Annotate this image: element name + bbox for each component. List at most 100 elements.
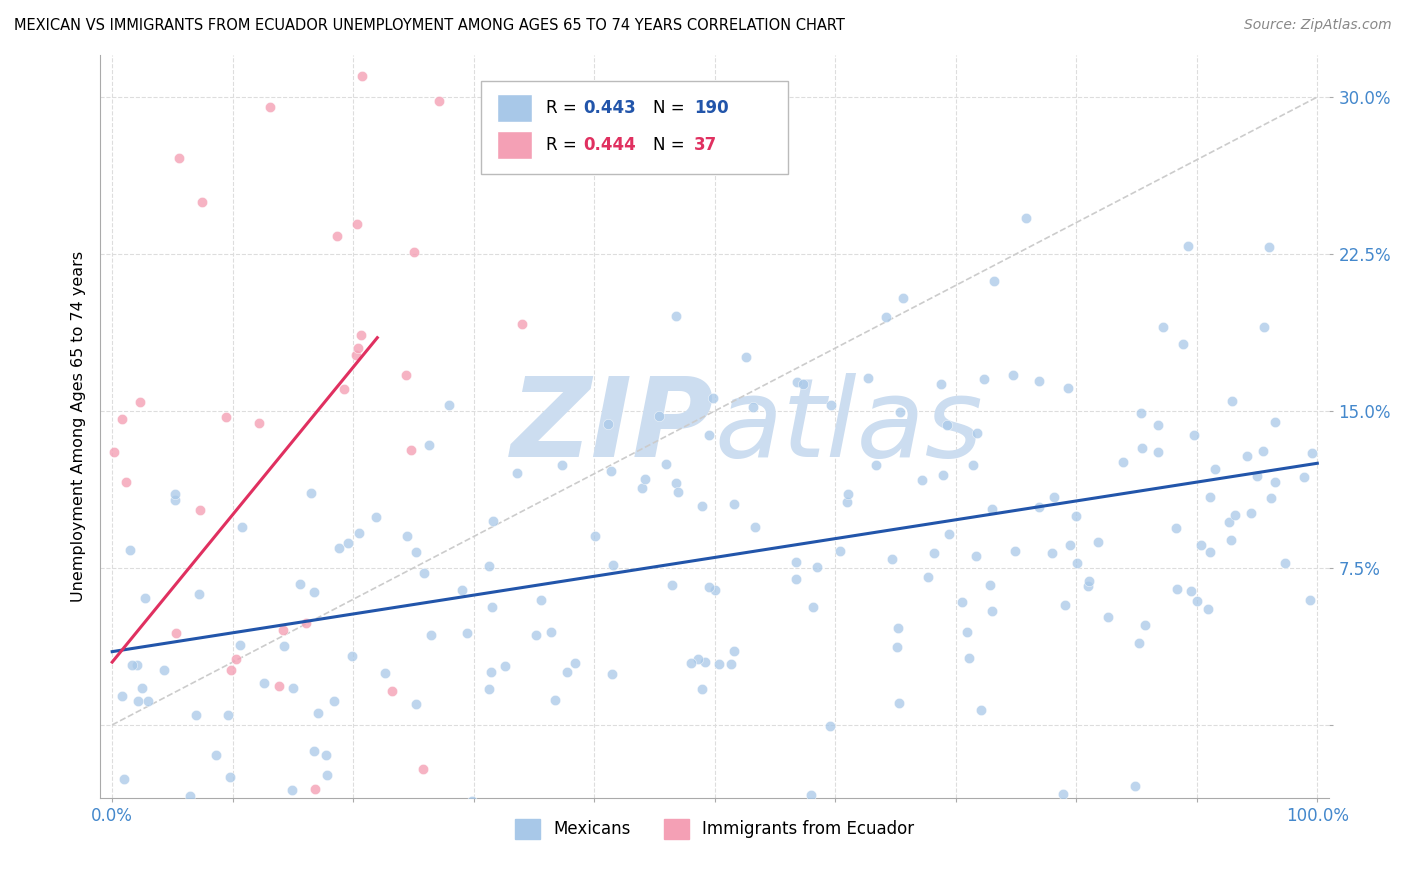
Point [1263, 416, 1285, 430]
Point [1128, 636, 1150, 650]
Point [865, 458, 887, 472]
Point [690, 499, 713, 513]
Point [328, 541, 350, 556]
Point [1189, 538, 1212, 552]
Point [530, 593, 553, 607]
Point [917, 569, 939, 583]
Point [744, 520, 766, 534]
Point [1251, 443, 1274, 458]
Point [374, 666, 396, 681]
Point [527, 847, 550, 862]
Point [887, 621, 910, 635]
Point [1264, 475, 1286, 490]
Point [1218, 515, 1240, 529]
Point [103, 445, 125, 459]
Point [938, 526, 960, 541]
Point [723, 644, 745, 658]
Point [1130, 442, 1153, 456]
Point [478, 682, 501, 697]
Point [1198, 544, 1220, 558]
Point [283, 681, 305, 695]
Point [188, 586, 211, 600]
Point [1052, 787, 1074, 801]
Point [741, 400, 763, 414]
Point [704, 582, 727, 597]
Point [114, 772, 136, 786]
Point [1077, 578, 1099, 592]
Point [665, 476, 688, 491]
Point [1054, 598, 1077, 612]
Point [131, 681, 153, 696]
Point [936, 417, 959, 432]
Y-axis label: Unemployment Among Ages 65 to 74 years: Unemployment Among Ages 65 to 74 years [72, 251, 86, 602]
Point [1066, 556, 1088, 570]
Point [506, 466, 529, 480]
Point [540, 624, 562, 639]
Point [792, 377, 814, 392]
Point [661, 578, 683, 592]
Point [1015, 211, 1038, 225]
Point [450, 583, 472, 598]
Point [437, 398, 460, 412]
Point [136, 694, 159, 708]
Point [911, 473, 934, 487]
Point [271, 623, 294, 637]
Point [1152, 320, 1174, 334]
Point [600, 464, 623, 478]
Point [152, 663, 174, 677]
Point [131, 877, 153, 891]
Point [1294, 470, 1316, 484]
Point [564, 656, 586, 670]
Point [1166, 582, 1188, 596]
Point [399, 443, 422, 458]
Point [666, 485, 689, 500]
Point [786, 376, 808, 390]
Point [1043, 490, 1066, 504]
Point [253, 676, 276, 690]
Point [1222, 393, 1244, 408]
Point [1253, 319, 1275, 334]
Legend: Mexicans, Immigrants from Ecuador: Mexicans, Immigrants from Ecuador [509, 812, 921, 846]
Point [412, 762, 434, 776]
Point [1184, 427, 1206, 442]
Point [290, 576, 312, 591]
Point [1197, 601, 1219, 615]
Point [225, 651, 247, 665]
Point [394, 368, 416, 383]
Point [280, 783, 302, 797]
Point [697, 580, 720, 594]
Point [396, 529, 419, 543]
Point [120, 542, 142, 557]
Point [326, 228, 349, 243]
Point [1147, 444, 1170, 458]
Point [364, 510, 387, 524]
Point [785, 555, 807, 569]
Text: 0.443: 0.443 [583, 99, 636, 117]
Point [129, 395, 152, 409]
Point [344, 348, 367, 362]
Point [1123, 779, 1146, 793]
Point [322, 694, 344, 708]
Point [418, 438, 440, 452]
Point [735, 350, 758, 364]
Point [1002, 368, 1025, 382]
Point [205, 748, 228, 763]
Point [510, 317, 533, 331]
Point [697, 428, 720, 442]
Point [979, 578, 1001, 592]
Point [655, 457, 678, 471]
Point [413, 566, 436, 581]
Point [456, 626, 478, 640]
Point [950, 595, 973, 609]
Point [970, 703, 993, 717]
Point [1199, 490, 1222, 504]
Point [1260, 491, 1282, 505]
Point [479, 665, 502, 680]
Point [1133, 618, 1156, 632]
Point [1219, 533, 1241, 547]
Point [125, 658, 148, 673]
Point [333, 382, 356, 396]
Point [891, 291, 914, 305]
Point [231, 520, 253, 534]
Point [1087, 534, 1109, 549]
